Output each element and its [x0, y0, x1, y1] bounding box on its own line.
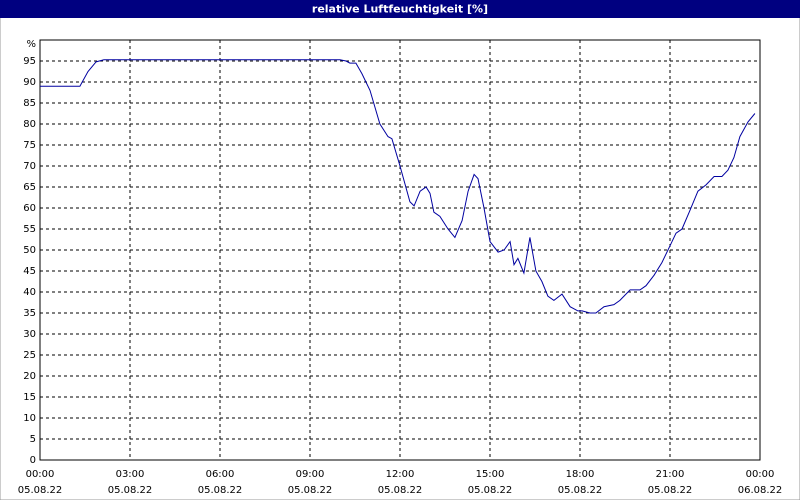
x-tick-label: 00:00	[746, 469, 775, 480]
x-tick-label: 18:00	[566, 469, 595, 480]
x-tick-label: 06:00	[206, 469, 235, 480]
x-tick-label: 03:00	[116, 469, 145, 480]
y-tick-label: 85	[23, 98, 36, 109]
chart-title: relative Luftfeuchtigkeit [%]	[312, 3, 488, 16]
y-tick-label: 95	[23, 56, 36, 67]
y-tick-label: 15	[23, 392, 36, 403]
y-tick-label: 75	[23, 140, 36, 151]
x-tick-date: 05.08.22	[198, 485, 243, 496]
x-tick-date: 05.08.22	[558, 485, 603, 496]
y-unit: %	[26, 39, 36, 50]
y-tick-label: 55	[23, 224, 36, 235]
y-tick-label: 45	[23, 266, 36, 277]
x-tick-label: 00:00	[26, 469, 55, 480]
x-tick-label: 21:00	[656, 469, 685, 480]
y-tick-label: 0	[30, 455, 36, 466]
title-bar	[0, 0, 800, 18]
data-line	[40, 59, 756, 314]
y-tick-label: 50	[23, 245, 36, 256]
y-tick-label: 20	[23, 371, 36, 382]
y-tick-label: 60	[23, 203, 36, 214]
x-tick-date: 05.08.22	[648, 485, 693, 496]
x-tick-date: 05.08.22	[108, 485, 153, 496]
x-tick-date: 06.08.22	[738, 485, 783, 496]
y-tick-label: 70	[23, 161, 36, 172]
y-tick-label: 30	[23, 329, 36, 340]
y-tick-label: 35	[23, 308, 36, 319]
x-tick-date: 05.08.22	[18, 485, 63, 496]
x-tick-label: 12:00	[386, 469, 415, 480]
y-tick-label: 10	[23, 413, 36, 424]
y-tick-label: 25	[23, 350, 36, 361]
x-tick-date: 05.08.22	[288, 485, 333, 496]
y-tick-label: 5	[30, 434, 36, 445]
x-tick-date: 05.08.22	[468, 485, 513, 496]
x-tick-label: 09:00	[296, 469, 325, 480]
x-tick-label: 15:00	[476, 469, 505, 480]
y-tick-label: 65	[23, 182, 36, 193]
x-tick-date: 05.08.22	[378, 485, 423, 496]
y-tick-label: 80	[23, 119, 36, 130]
y-tick-label: 40	[23, 287, 36, 298]
y-tick-label: 90	[23, 77, 36, 88]
